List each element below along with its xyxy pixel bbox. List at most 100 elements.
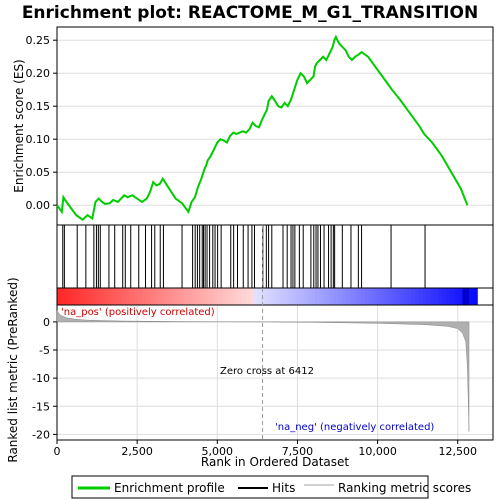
color-bar-segment bbox=[315, 288, 320, 305]
bottom-y-axis: 0 -5 -10 -15 -20 bbox=[32, 316, 57, 441]
color-bar-segment bbox=[164, 288, 170, 305]
color-bar-segment bbox=[342, 288, 347, 305]
bottom-y-tick-label: 0 bbox=[43, 316, 50, 329]
color-bar-segment bbox=[180, 288, 186, 305]
bottom-y-tick-label: -5 bbox=[39, 344, 50, 357]
top-y-tick-label: 0.00 bbox=[26, 199, 51, 212]
bottom-y-tick-label: -15 bbox=[32, 400, 50, 413]
color-bar-segment bbox=[338, 288, 343, 305]
color-bar-segment bbox=[453, 288, 459, 305]
color-bar-segment bbox=[353, 288, 359, 305]
color-bar-segment bbox=[376, 288, 382, 305]
top-panel-grid bbox=[57, 39, 493, 206]
color-bar-segment bbox=[157, 288, 162, 305]
color-bar-segment bbox=[311, 288, 317, 305]
color-bar-segment bbox=[141, 288, 147, 305]
color-bar-segment bbox=[187, 288, 193, 305]
top-y-tick-label: 0.05 bbox=[26, 166, 51, 179]
color-bar-segment bbox=[149, 288, 155, 305]
x-axis: 0 2,500 5,000 7,500 10,000 12,500 bbox=[54, 440, 477, 458]
color-bar-segment bbox=[203, 288, 209, 305]
bottom-y-tick-label: -20 bbox=[32, 428, 50, 441]
color-bar-segment bbox=[422, 288, 428, 305]
color-bar-segment bbox=[110, 288, 116, 305]
top-y-axis: 0.00 0.05 0.10 0.15 0.20 0.25 bbox=[26, 34, 57, 212]
color-bar-segment bbox=[134, 288, 139, 305]
x-tick-label: 0 bbox=[54, 445, 61, 458]
color-bar-segment bbox=[272, 288, 278, 305]
hits-panel-frame bbox=[56, 224, 494, 289]
color-bar-segment bbox=[369, 288, 374, 305]
color-bar-segment bbox=[265, 288, 270, 305]
x-tick-label: 10,000 bbox=[358, 445, 397, 458]
color-bar-segment bbox=[280, 288, 286, 305]
color-bar-segment bbox=[241, 288, 247, 305]
color-bar-segment bbox=[214, 288, 220, 305]
color-bar-segment bbox=[234, 288, 239, 305]
color-bar-segment bbox=[334, 288, 340, 305]
color-bar-segment bbox=[176, 288, 182, 305]
color-bar-segment bbox=[291, 288, 297, 305]
color-bar-segment bbox=[365, 288, 370, 305]
color-bar-segment bbox=[99, 288, 105, 305]
bottom-y-axis-label: Ranked list metric (PreRanked) bbox=[6, 277, 20, 462]
color-bar-segment bbox=[80, 288, 85, 305]
color-bar-segment bbox=[57, 288, 62, 305]
color-bar-segment bbox=[388, 288, 394, 305]
color-bar-segment bbox=[257, 288, 263, 305]
top-y-axis-label: Enrichment score (ES) bbox=[12, 59, 26, 192]
top-panel-frame bbox=[56, 26, 494, 226]
color-bar-segment bbox=[357, 288, 363, 305]
color-bar-segment bbox=[199, 288, 205, 305]
color-bar-segment bbox=[303, 288, 309, 305]
color-bar-segment bbox=[268, 288, 274, 305]
top-y-tick-label: 0.25 bbox=[26, 34, 51, 47]
negative-correlation-label: 'na_neg' (negatively correlated) bbox=[275, 422, 434, 433]
color-bar-segment bbox=[457, 288, 463, 305]
color-bar-segment bbox=[245, 288, 251, 305]
color-bar-segment bbox=[411, 288, 417, 305]
color-bar-segment bbox=[207, 288, 213, 305]
color-bar-segment bbox=[95, 288, 101, 305]
color-bar-segment bbox=[195, 288, 201, 305]
color-bar-segment bbox=[349, 288, 355, 305]
legend-label-metric: Ranking metric scores bbox=[338, 481, 471, 495]
color-bar-segment bbox=[318, 288, 324, 305]
color-bar-segment bbox=[330, 288, 336, 305]
color-bar-segment bbox=[161, 288, 166, 305]
color-bar-segment bbox=[153, 288, 159, 305]
color-bar-segment bbox=[184, 288, 189, 305]
color-bar-segment bbox=[87, 288, 93, 305]
top-y-tick-label: 0.15 bbox=[26, 100, 51, 113]
color-bar-segment bbox=[83, 288, 89, 305]
color-bar-segment bbox=[226, 288, 232, 305]
color-bar-segment bbox=[399, 288, 405, 305]
color-bar-segment bbox=[426, 288, 432, 305]
color-bar-segment bbox=[415, 288, 421, 305]
color-bar-segment bbox=[122, 288, 128, 305]
color-bar-segment bbox=[230, 288, 236, 305]
color-bar-segment bbox=[449, 288, 455, 305]
legend: Enrichment profile Hits Ranking metric s… bbox=[71, 475, 471, 499]
positive-correlation-label: 'na_pos' (positively correlated) bbox=[61, 307, 215, 318]
color-bar-segment bbox=[222, 288, 228, 305]
color-bar-segment bbox=[419, 288, 424, 305]
color-bar-segment bbox=[249, 288, 255, 305]
color-bar-segment bbox=[238, 288, 243, 305]
x-tick-label: 5,000 bbox=[202, 445, 234, 458]
color-bar-segment bbox=[380, 288, 386, 305]
ranking-metric-area bbox=[56, 309, 470, 432]
bottom-y-tick-label: -10 bbox=[32, 372, 50, 385]
color-bar-segment bbox=[345, 288, 351, 305]
color-bar-segment bbox=[434, 288, 440, 305]
color-bar-segment bbox=[126, 288, 132, 305]
color-bar-segment bbox=[372, 288, 378, 305]
color-bar-segment bbox=[276, 288, 282, 305]
color-bar-segment bbox=[438, 288, 444, 305]
color-bar-segment bbox=[307, 288, 313, 305]
x-tick-label: 7,500 bbox=[282, 445, 314, 458]
color-bar-segment bbox=[469, 288, 474, 305]
color-bar-segment bbox=[446, 288, 451, 305]
top-y-tick-label: 0.20 bbox=[26, 67, 51, 80]
